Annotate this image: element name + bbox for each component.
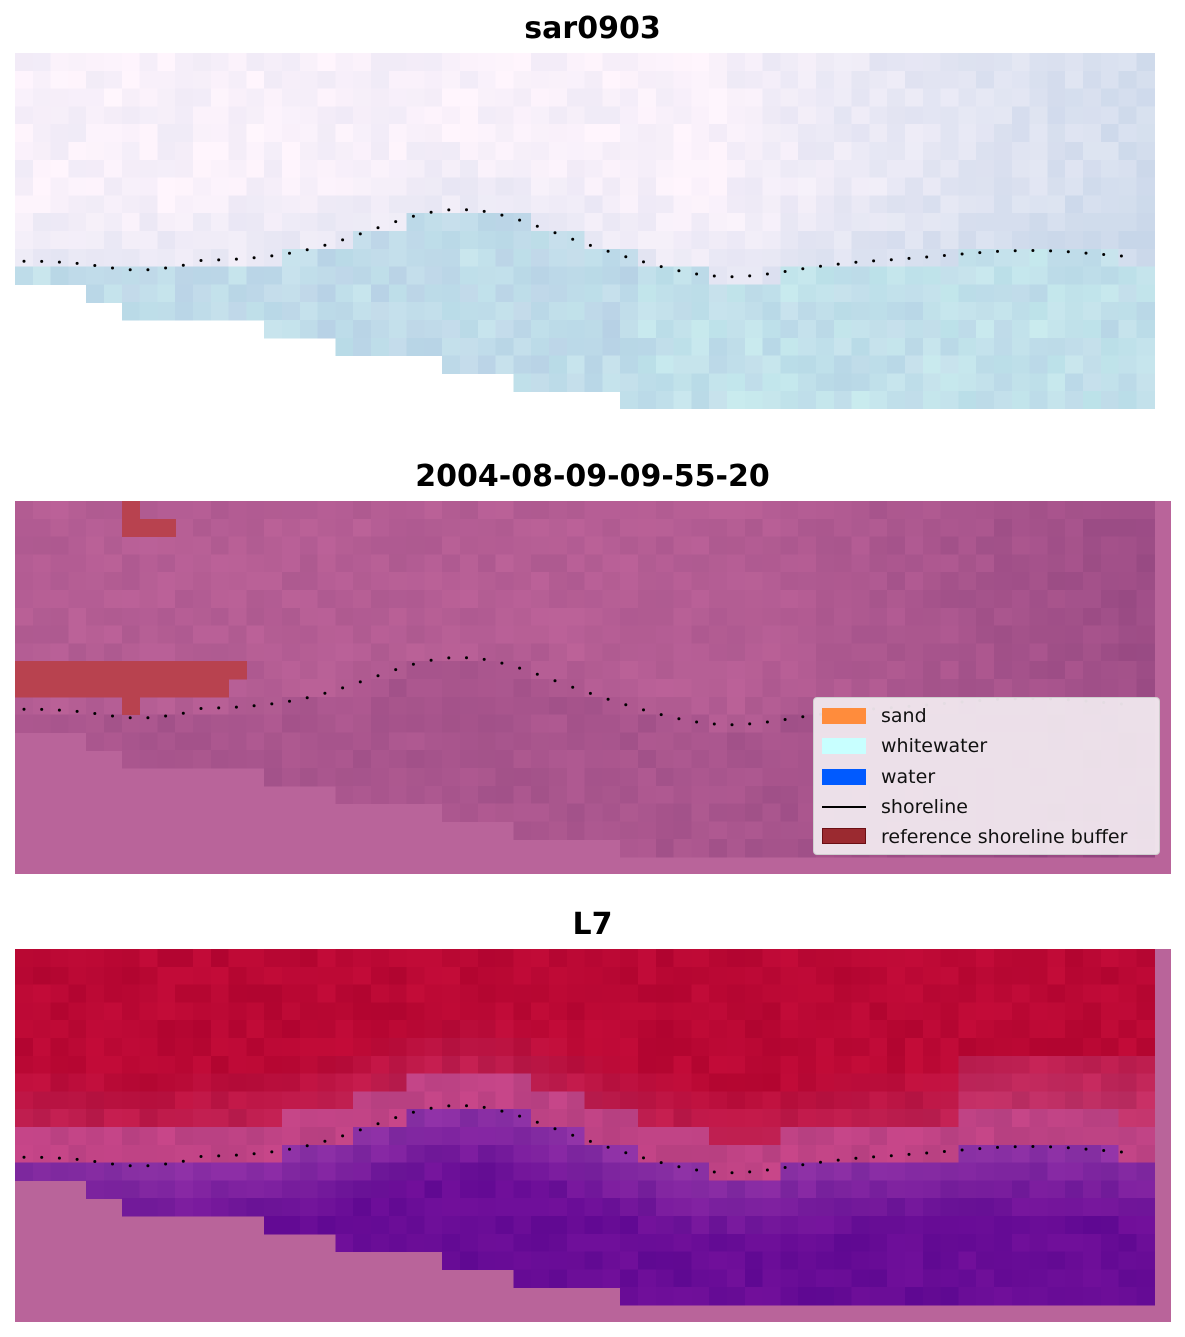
image-panel-rgb: [15, 53, 1155, 409]
shoreline-dots: [22, 1104, 1123, 1175]
water-swatch-icon: [822, 769, 866, 785]
reference-buffer-cells: [15, 501, 247, 716]
legend-label: shoreline: [881, 796, 968, 818]
image-panel-index: [15, 949, 1171, 1322]
legend-label: sand: [881, 705, 927, 727]
whitewater-swatch-icon: [822, 738, 866, 754]
legend: sand whitewater water shoreline referenc…: [813, 697, 1160, 855]
legend-label: whitewater: [881, 735, 988, 757]
panel-title: 2004-08-09-09-55-20: [415, 459, 770, 494]
legend-label: water: [881, 766, 936, 788]
shoreline-line-icon: [822, 806, 866, 808]
raster-cells: [15, 949, 1171, 1322]
shoreline-dots: [22, 208, 1123, 279]
buffer-swatch-icon: [822, 828, 866, 844]
legend-label: reference shoreline buffer: [881, 826, 1128, 848]
sand-swatch-icon: [822, 708, 866, 724]
raster-cells: [15, 53, 1155, 409]
panel-title: L7: [572, 907, 613, 942]
panel-title: sar0903: [524, 11, 661, 46]
